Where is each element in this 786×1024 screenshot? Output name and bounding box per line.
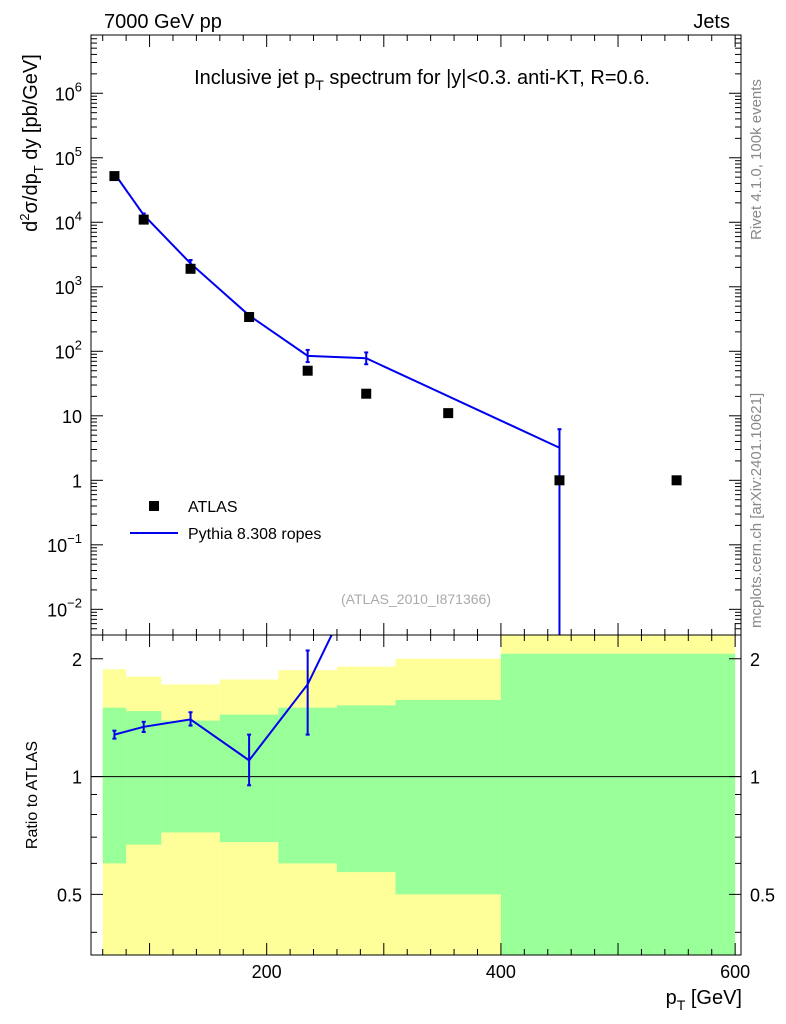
header-left: 7000 GeV pp — [104, 11, 222, 33]
ratio-pythia-line — [114, 635, 333, 762]
main-y-tick-label-0.01: 10−2 — [47, 595, 82, 620]
main-panel-series — [109, 171, 682, 635]
main-y-tick-label-100000: 105 — [55, 144, 82, 169]
mcplots-label: mcplots.cern.ch [arXiv:2401.10621] — [748, 393, 765, 628]
band-green-6 — [395, 699, 501, 895]
x-tick-label-600: 600 — [720, 962, 750, 982]
atlas-point-6 — [443, 408, 454, 419]
atlas-point-1 — [138, 214, 149, 225]
pythia-line — [113, 172, 560, 449]
svg-text:Rivet 4.1.0, 100k events: Rivet 4.1.0, 100k events — [748, 79, 765, 240]
rivet-version-label: Rivet 4.1.0, 100k events — [748, 79, 765, 240]
ratio-y-tick-label-left-1: 1 — [72, 768, 82, 788]
main-y-axis-label: d2σ/dpT dy [pb/GeV] — [17, 54, 46, 232]
analysis-label: (ATLAS_2010_I871366) — [341, 591, 491, 607]
legend: ATLAS Pythia 8.308 ropes — [130, 499, 321, 543]
main-y-tick-label-10: 10 — [62, 407, 82, 427]
x-axis-label: pT [GeV] — [666, 987, 742, 1013]
atlas-point-0 — [109, 171, 120, 182]
atlas-point-8 — [671, 475, 682, 486]
band-green-7 — [500, 653, 736, 955]
band-green-5 — [336, 705, 396, 873]
ratio-y-tick-label-right-1: 1 — [750, 768, 760, 788]
main-y-tick-label-100: 102 — [55, 337, 82, 362]
axis-ticks — [91, 34, 741, 955]
panel-frames — [90, 34, 742, 956]
main-y-tick-label-0.1: 10−1 — [47, 531, 82, 556]
legend-atlas-label: ATLAS — [188, 499, 238, 516]
ratio-y-tick-label-right-0.5: 0.5 — [750, 885, 775, 905]
uncertainty-bands — [102, 635, 736, 955]
main-y-tick-label-1000: 103 — [55, 273, 82, 298]
ratio-y-tick-label-left-2: 2 — [72, 650, 82, 670]
chart-title: Inclusive jet pT spectrum for |y|<0.3. a… — [194, 67, 650, 93]
header-right: Jets — [693, 11, 730, 33]
band-green-1 — [126, 711, 162, 845]
main-y-axis-label-text: d2σ/dpT dy [pb/GeV] — [17, 54, 46, 232]
ratio-panel-series — [112, 635, 333, 787]
ratio-y-tick-label-left-0.5: 0.5 — [57, 885, 82, 905]
atlas-point-3 — [244, 312, 255, 323]
ratio-y-tick-label-right-2: 2 — [750, 650, 760, 670]
main-y-tick-label-1: 1 — [72, 471, 82, 491]
ratio-y-axis-label: Ratio to ATLAS — [24, 741, 41, 849]
svg-text:mcplots.cern.ch [arXiv:2401.10: mcplots.cern.ch [arXiv:2401.10621] — [748, 393, 765, 628]
atlas-point-7 — [554, 475, 565, 486]
legend-atlas-marker — [149, 501, 159, 511]
main-y-tick-label-10000: 104 — [55, 208, 82, 233]
legend-pythia-label: Pythia 8.308 ropes — [188, 526, 321, 543]
svg-text:Ratio to ATLAS: Ratio to ATLAS — [24, 741, 41, 849]
atlas-point-4 — [302, 365, 313, 376]
atlas-point-5 — [361, 388, 372, 399]
tick-labels: 200 400 600 10−2 10−1 1 10 102 103 104 105 106 0.5 0.… — [47, 79, 775, 982]
band-green-0 — [102, 707, 127, 864]
x-tick-label-400: 400 — [486, 962, 516, 982]
x-tick-label-200: 200 — [252, 962, 282, 982]
ratio-panel-frame — [90, 634, 742, 956]
main-panel-frame — [90, 34, 742, 636]
main-y-tick-label-1000000: 106 — [55, 79, 82, 104]
atlas-point-2 — [185, 263, 196, 274]
